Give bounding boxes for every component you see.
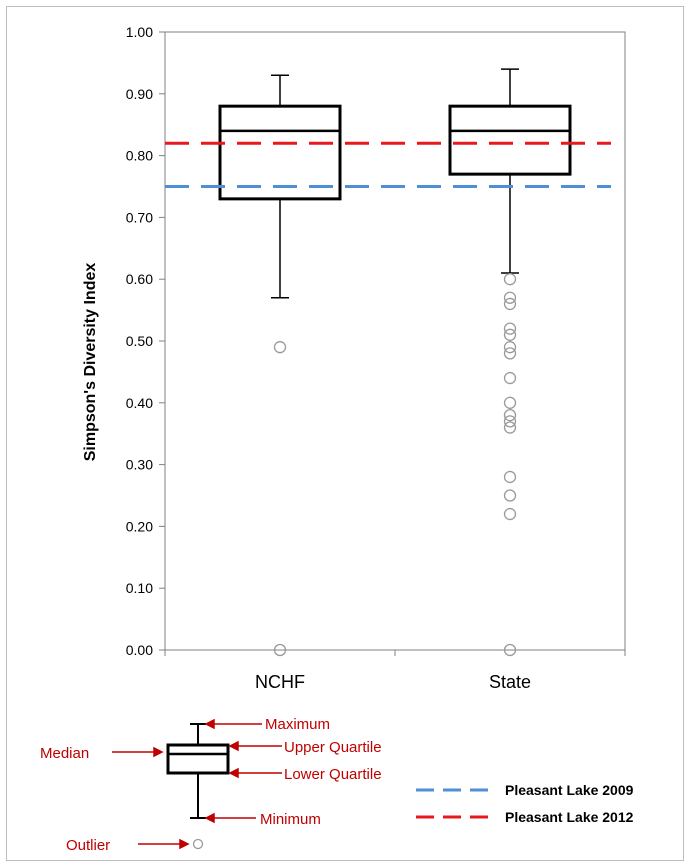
box-state — [448, 68, 572, 657]
outlier-point — [503, 371, 517, 385]
key-label-maximum: Maximum — [265, 716, 330, 733]
key-arrows — [112, 718, 282, 850]
y-tick-label: 0.40 — [126, 395, 153, 411]
arrowhead-outlier — [179, 838, 190, 850]
outlier-point — [503, 415, 517, 428]
y-tick-label: 0.80 — [126, 148, 153, 164]
y-tick-label: 0.10 — [126, 580, 153, 596]
legend-label-2009: Pleasant Lake 2009 — [505, 782, 634, 798]
arrowhead-lower-quartile — [228, 767, 239, 779]
axes-layer: 0.00 0.10 0.20 0.30 0.40 0.50 0.60 0.70 0.80 0.90… — [126, 24, 626, 692]
x-category-label: NCHF — [255, 672, 305, 692]
outlier-point — [503, 409, 517, 422]
key-label-outlier: Outlier — [66, 837, 110, 854]
outlier-point — [503, 507, 517, 521]
legend-label-2012: Pleasant Lake 2012 — [505, 809, 634, 825]
key-label-lower-quartile: Lower Quartile — [284, 766, 382, 783]
outlier-point — [503, 489, 517, 502]
y-tick-label: 0.50 — [126, 333, 153, 349]
boxes-layer — [218, 68, 572, 657]
y-tick-label: 0.70 — [126, 209, 153, 225]
box-iqr — [448, 104, 572, 176]
outlier-point — [503, 297, 517, 311]
box-plot-key: Maximum Upper Quartile Median Lower Quar… — [40, 716, 382, 854]
legend: Pleasant Lake 2009 Pleasant Lake 2012 — [416, 782, 634, 825]
arrowhead-upper-quartile — [228, 740, 239, 752]
outlier-point — [503, 643, 517, 657]
outlier-point — [503, 273, 517, 286]
outlier-point — [503, 396, 517, 409]
outlier-point — [503, 347, 517, 360]
outlier-point — [503, 328, 517, 341]
arrowhead-maximum — [204, 718, 215, 730]
reference-lines — [165, 141, 611, 188]
y-tick-label: 0.20 — [126, 518, 153, 534]
arrowhead-minimum — [204, 812, 215, 824]
key-label-upper-quartile: Upper Quartile — [284, 739, 382, 756]
x-category-label: State — [489, 672, 531, 692]
y-axis-label: Simpson's Diversity Index — [82, 263, 99, 462]
key-box — [166, 743, 230, 775]
outlier-point — [503, 322, 517, 335]
y-tick-label: 0.60 — [126, 271, 153, 287]
plot-area — [164, 31, 626, 651]
y-tick-label: 0.00 — [126, 642, 153, 658]
outlier-point — [503, 470, 517, 484]
outlier-point — [503, 421, 517, 434]
box-iqr — [218, 104, 342, 201]
outlier-point — [273, 643, 287, 657]
y-tick-label: 1.00 — [126, 24, 153, 40]
outlier-point — [273, 341, 287, 354]
y-tick-label: 0.30 — [126, 457, 153, 473]
key-label-minimum: Minimum — [260, 811, 321, 828]
key-outlier-marker — [192, 838, 204, 850]
outlier-point — [503, 291, 517, 304]
box-nchf — [218, 74, 342, 657]
figure-frame — [6, 6, 684, 861]
arrowhead-median — [153, 746, 164, 758]
y-tick-label: 0.90 — [126, 86, 153, 102]
key-label-median: Median — [40, 745, 89, 762]
outlier-point — [503, 341, 517, 354]
